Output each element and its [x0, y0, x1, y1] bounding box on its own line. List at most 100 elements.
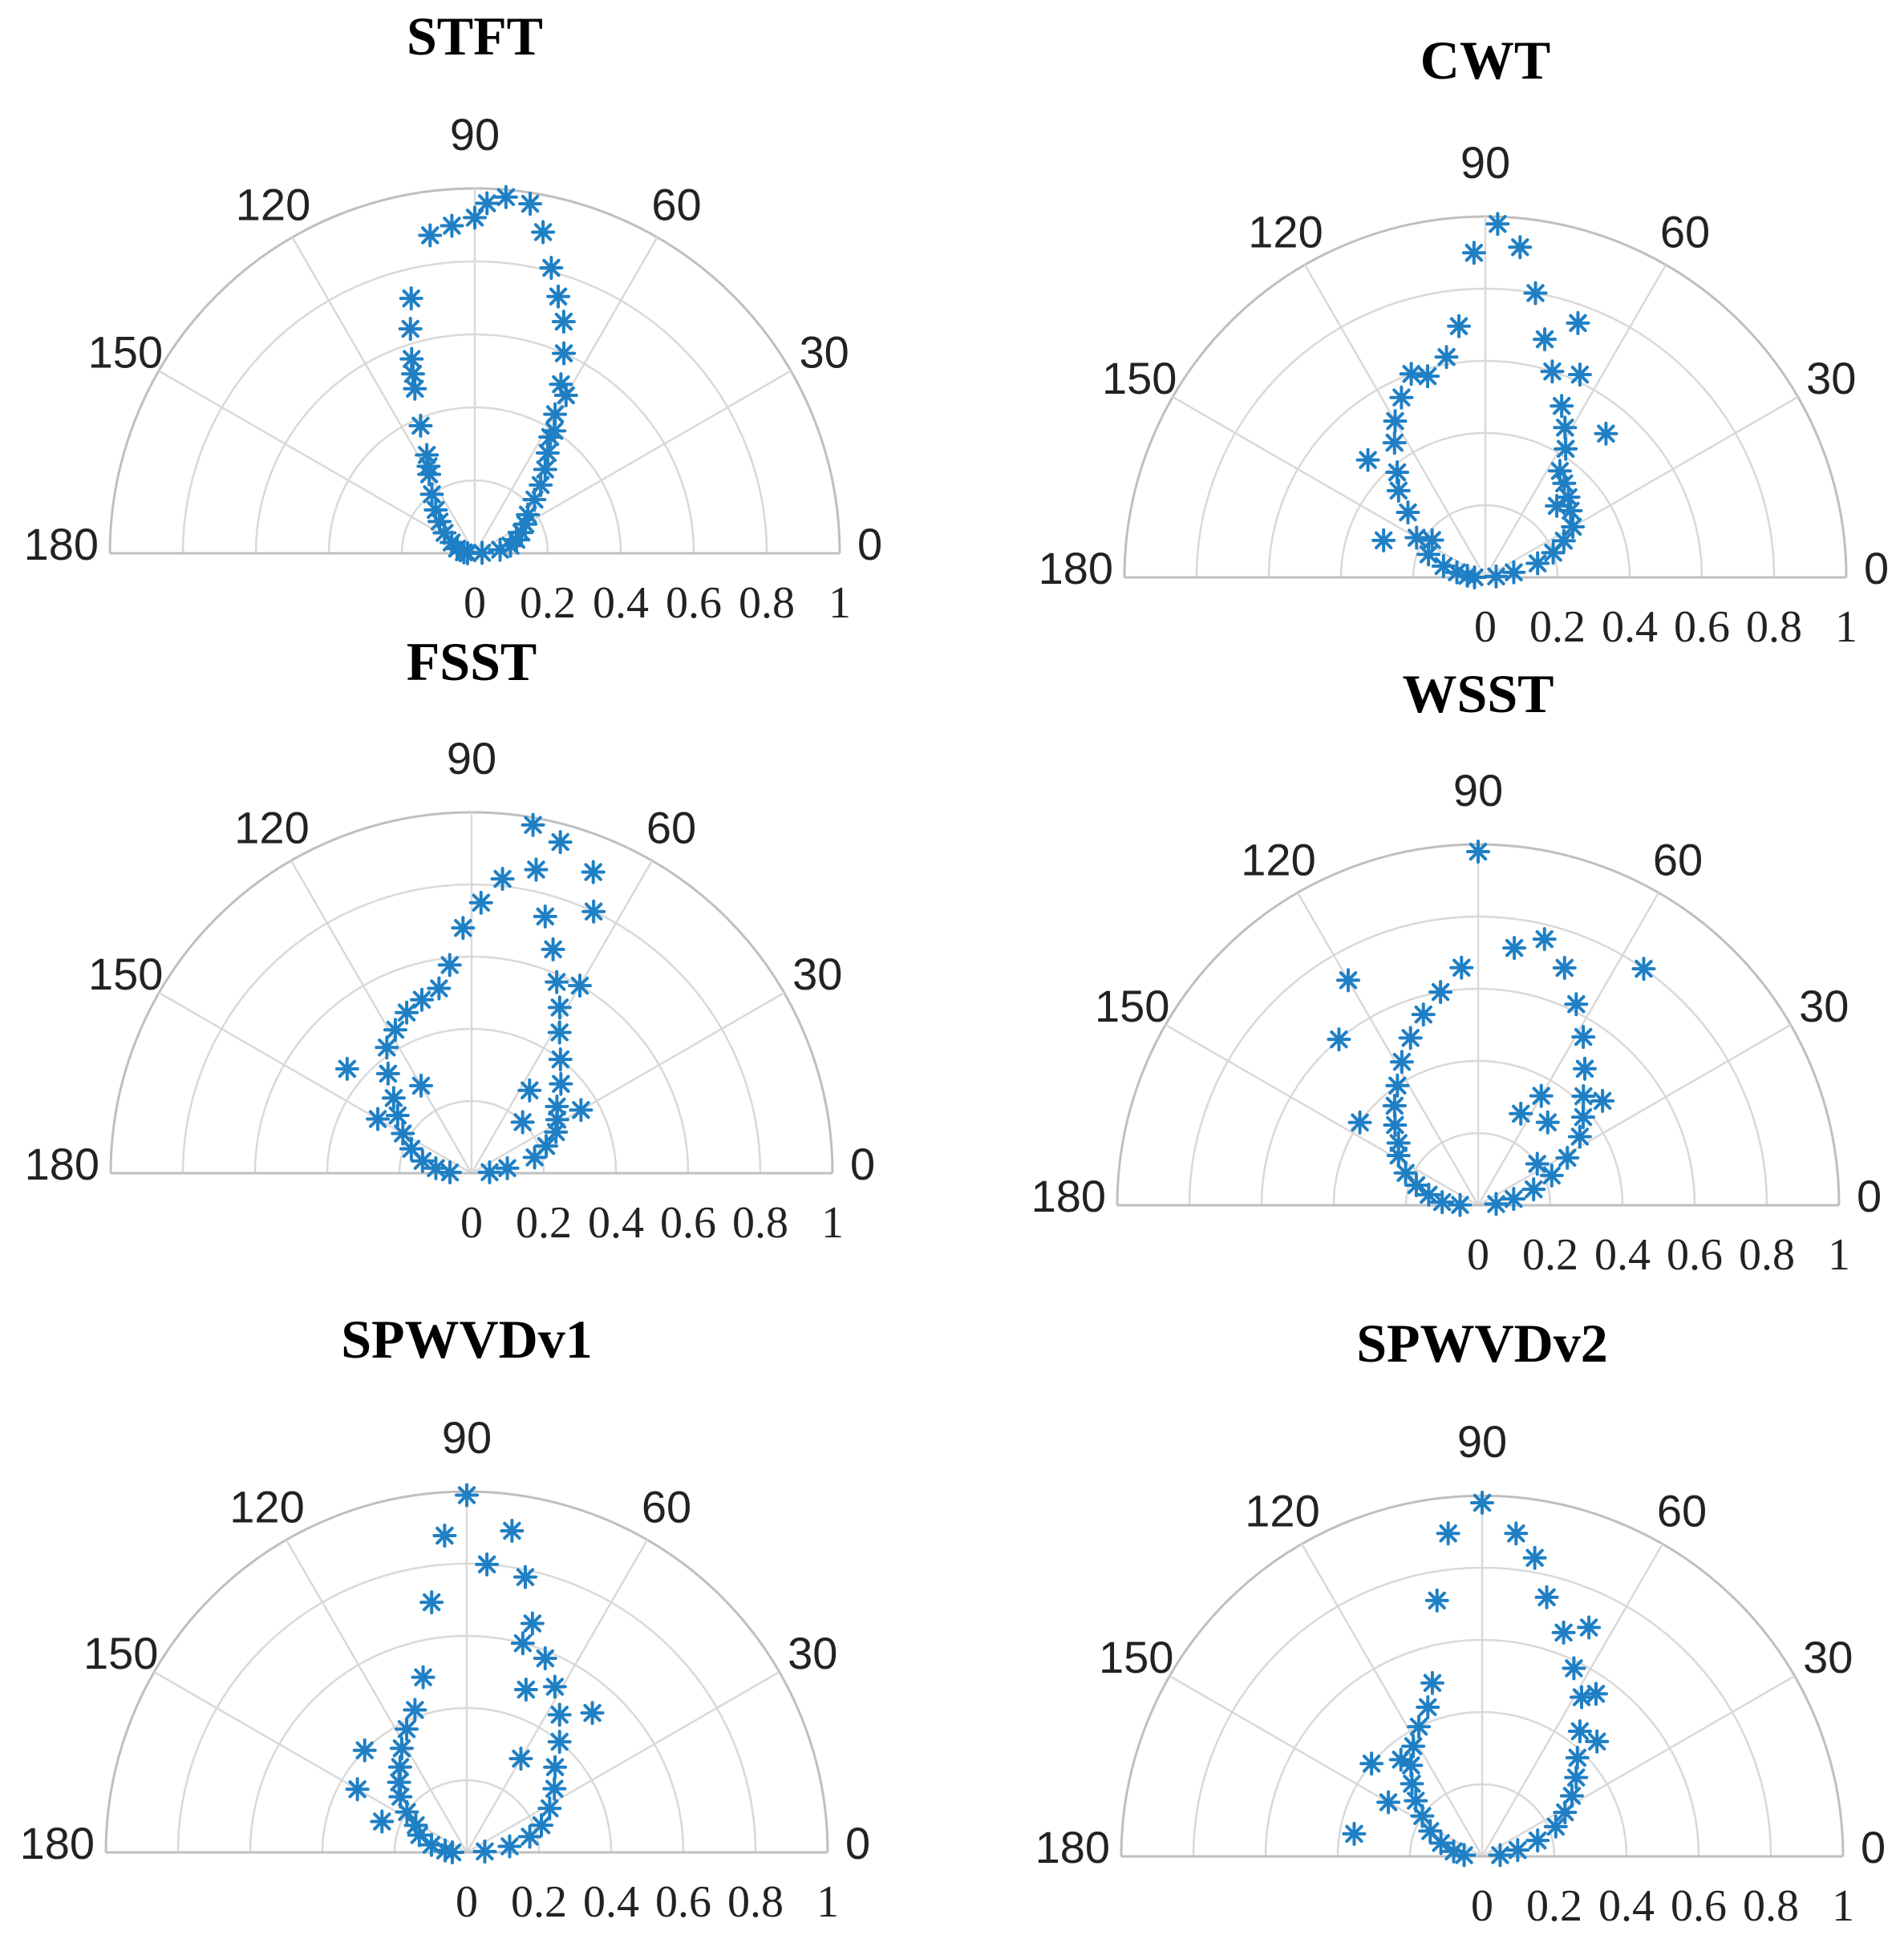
- radial-tick-label: 0: [464, 578, 486, 628]
- data-point: [1430, 1190, 1455, 1215]
- angular-tick-label: 0: [1861, 1822, 1886, 1872]
- data-point: [1553, 415, 1578, 440]
- data-point: [1555, 1145, 1580, 1170]
- angular-tick-label: 0: [857, 519, 882, 569]
- data-point: [1420, 1670, 1444, 1695]
- angular-tick-label: 90: [1453, 765, 1503, 816]
- data-point: [1534, 1585, 1559, 1609]
- data-point: [383, 1018, 407, 1042]
- data-point: [407, 1823, 431, 1848]
- data-point: [517, 1078, 542, 1103]
- data-point: [1505, 1838, 1530, 1863]
- radial-tick-label: 1: [821, 1198, 844, 1248]
- data-point: [475, 191, 500, 216]
- data-point: [463, 205, 487, 230]
- data-point: [1386, 1143, 1411, 1168]
- angular-tick-label: 150: [88, 327, 163, 378]
- data-point: [1327, 1027, 1351, 1052]
- data-point: [1484, 1192, 1509, 1216]
- data-point: [1396, 500, 1420, 525]
- angular-tick-label: 180: [1035, 1822, 1110, 1872]
- angular-tick-label: 90: [1460, 137, 1510, 188]
- data-point: [1342, 1821, 1367, 1846]
- angular-tick-label: 150: [1095, 981, 1169, 1031]
- data-point: [533, 457, 557, 482]
- radial-tick-label: 0.6: [666, 578, 722, 628]
- data-point: [1570, 1105, 1595, 1130]
- data-point: [547, 995, 572, 1020]
- radial-tick-label: 1: [1828, 1230, 1850, 1280]
- data-point: [1567, 1124, 1592, 1149]
- data-point: [1525, 551, 1550, 576]
- data-point: [547, 1020, 572, 1045]
- data-point: [1376, 1790, 1401, 1815]
- angular-tick-label: 180: [25, 1139, 99, 1189]
- data-point: [1554, 436, 1578, 461]
- data-point: [1424, 1588, 1449, 1613]
- data-point: [1398, 1026, 1423, 1050]
- data-point: [1567, 362, 1592, 387]
- radial-tick-label: 0.2: [1526, 1881, 1582, 1931]
- data-point: [472, 1839, 497, 1864]
- data-point: [334, 1056, 359, 1081]
- grid-spoke: [1485, 395, 1799, 579]
- data-point: [381, 1086, 406, 1111]
- radial-tick-label: 0.8: [1743, 1881, 1799, 1931]
- data-point: [1585, 1729, 1610, 1754]
- grid-spoke: [1165, 1023, 1479, 1207]
- angular-tick-label: 60: [1660, 207, 1710, 257]
- radial-tick-label: 0.6: [660, 1198, 716, 1248]
- data-point: [1416, 1694, 1440, 1719]
- chart-title: WSST: [1403, 663, 1554, 724]
- data-point: [1466, 840, 1490, 864]
- data-point: [500, 1518, 525, 1543]
- data-point: [1447, 314, 1472, 338]
- data-point: [1508, 235, 1533, 260]
- data-point: [1428, 980, 1453, 1005]
- angular-tick-label: 90: [447, 733, 496, 783]
- data-point: [419, 482, 444, 507]
- angular-tick-label: 60: [651, 179, 701, 229]
- data-point: [497, 1834, 522, 1859]
- angular-tick-label: 150: [1102, 353, 1177, 403]
- data-point: [395, 1799, 419, 1824]
- data-point: [529, 1813, 554, 1838]
- data-point: [468, 890, 493, 915]
- grid-spoke: [291, 237, 476, 554]
- radial-tick-label: 0.8: [739, 578, 795, 628]
- data-point: [1532, 927, 1557, 952]
- radial-tick-label: 0.6: [1671, 1881, 1727, 1931]
- angular-tick-label: 180: [24, 519, 99, 569]
- data-point: [408, 413, 433, 438]
- data-point: [542, 1776, 567, 1801]
- grid-spoke: [158, 991, 472, 1175]
- polar-chart-wsst: WSST 0 30 60 90 120 150 180 0 0.2 0.4 0.6 0.8 1: [1031, 663, 1882, 1280]
- data-point: [1461, 241, 1486, 265]
- data-point: [551, 310, 576, 334]
- data-point: [1504, 1521, 1529, 1546]
- data-point: [1434, 345, 1459, 370]
- data-point: [1535, 1110, 1560, 1135]
- grid-spoke: [1300, 1543, 1484, 1857]
- data-point: [1564, 992, 1589, 1017]
- data-point: [1567, 1718, 1592, 1743]
- data-point: [1566, 310, 1590, 335]
- radial-tick-label: 0: [1467, 1230, 1489, 1280]
- data-point: [475, 1552, 500, 1577]
- data-point: [409, 1073, 433, 1098]
- angular-tick-label: 0: [845, 1818, 870, 1868]
- data-point: [423, 1156, 448, 1180]
- radial-tick-label: 0.8: [1739, 1230, 1795, 1280]
- angular-tick-label: 60: [646, 803, 696, 853]
- radial-tick-label: 0: [1474, 602, 1497, 652]
- data-point: [387, 1755, 412, 1779]
- data-point: [1470, 1491, 1494, 1515]
- data-point: [1631, 957, 1656, 982]
- data-point: [400, 362, 425, 387]
- angular-tick-label: 120: [1248, 207, 1323, 257]
- data-point: [1572, 1056, 1597, 1081]
- grid-spoke: [1477, 892, 1660, 1206]
- data-series: [1342, 1491, 1610, 1868]
- data-point: [1420, 528, 1444, 553]
- data-point: [535, 440, 560, 465]
